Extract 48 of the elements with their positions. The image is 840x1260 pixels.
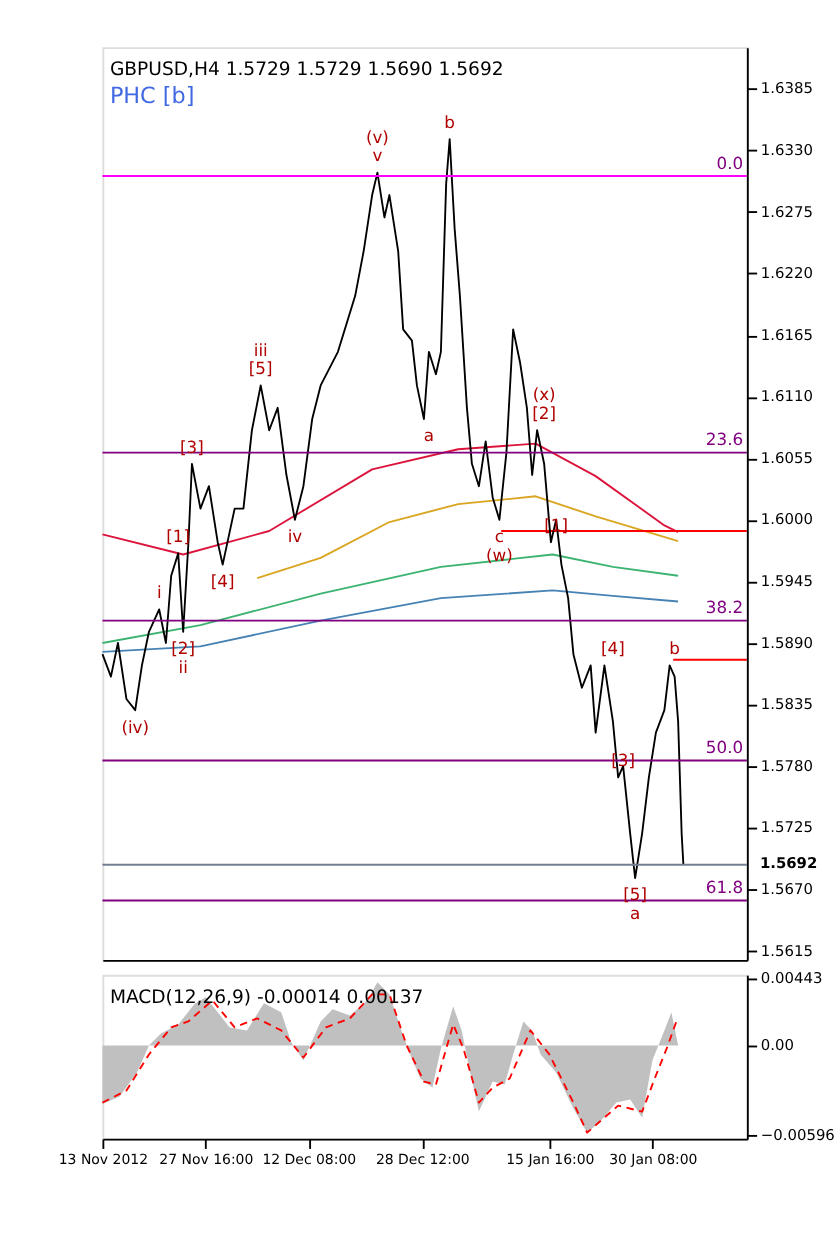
annotation: [2] [532,403,557,424]
text: GBPUSD,H4 1.5729 1.5729 1.5690 1.5692 [109,59,504,82]
annotation: b [669,638,680,659]
annotation: ii [178,656,188,677]
annotation: [5] [623,884,647,905]
y-tick-label: 1.6165 [760,325,814,344]
annotation: v [372,145,383,166]
y-tick-label: 1.6220 [760,264,814,283]
y-tick-label: 1.6000 [760,510,814,529]
annotation: 38.2 [705,597,744,618]
annotation: 50.0 [705,737,744,758]
annotation: a [629,903,641,924]
y-tick-label: 1.6055 [760,448,814,467]
y-tick-label: 1.6385 [760,79,814,98]
annotation: a [423,425,435,446]
y-tick-label: 1.5780 [760,756,814,775]
annotation: (v) [365,126,389,147]
line-series [101,589,680,653]
y-tick-label: 0.00443 [760,969,823,988]
annotation: c [494,526,505,547]
ref-line-label: 1.5692 [759,854,818,873]
annotation: 61.8 [705,877,744,898]
annotation: [3] [180,436,204,457]
annotation: (x) [532,384,556,405]
annotation: [4] [210,570,235,591]
y-tick-label: 1.6330 [760,140,814,159]
annotation: (w) [486,544,513,565]
y-tick-label: 1.5725 [760,818,814,837]
y-tick-label: −0.00596 [760,1125,836,1144]
y-tick-label: 1.5615 [760,941,814,960]
annotation: i [156,582,162,603]
y-tick-label: 1.6275 [760,202,814,221]
annotation: [5] [248,358,273,379]
line-series [256,495,680,579]
y-tick-label: 1.6110 [760,387,814,406]
annotation: 23.6 [705,429,744,450]
y-tick-label: 1.5890 [760,633,814,652]
text: PHC [b] [109,83,195,110]
y-tick-label: 0.00 [760,1036,795,1055]
annotation: iv [287,526,303,547]
annotation: [4] [601,638,625,659]
y-tick-label: 1.5670 [760,879,814,898]
y-tick-label: 1.5945 [760,572,814,591]
annotation: iii [253,339,268,360]
annotation: (iv) [121,716,150,737]
y-tick-label: 1.5835 [760,695,814,714]
annotation: 0.0 [716,152,744,173]
annotation: b [444,111,455,132]
